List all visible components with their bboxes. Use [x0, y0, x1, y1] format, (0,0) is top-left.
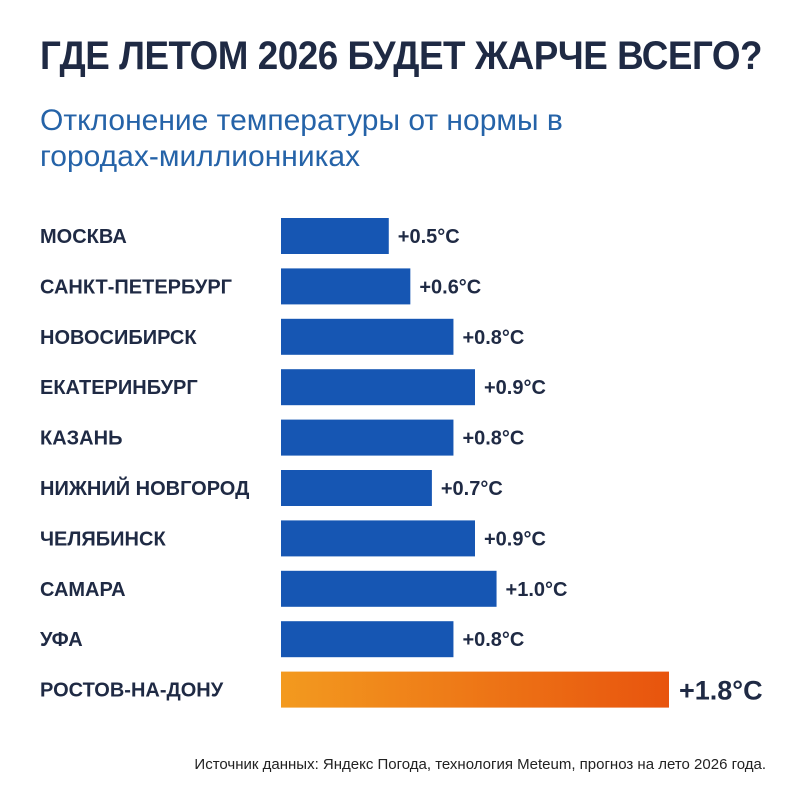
bar — [281, 218, 389, 254]
bar — [281, 268, 411, 305]
category-label: САМАРА — [40, 579, 126, 601]
value-label: +0.8°C — [462, 629, 524, 651]
bar — [281, 570, 497, 607]
category-label: НОВОСИБИРСК — [40, 327, 197, 349]
value-label: +0.9°C — [484, 377, 546, 399]
source-note: Источник данных: Яндекс Погода, технолог… — [194, 756, 766, 773]
category-label: САНКТ-ПЕТЕРБУРГ — [40, 276, 232, 298]
value-label: +1.0°C — [506, 579, 568, 601]
category-label: МОСКВА — [40, 226, 127, 248]
bar — [281, 470, 432, 506]
bar — [281, 520, 475, 557]
value-label: +0.9°C — [484, 528, 546, 550]
value-label: +0.8°C — [462, 327, 524, 349]
highlight-bar — [281, 671, 669, 708]
value-label: +0.6°C — [419, 276, 481, 298]
category-label: КАЗАНЬ — [40, 428, 122, 450]
category-label: НИЖНИЙ НОВГОРОД — [40, 476, 249, 500]
value-label: +1.8°C — [679, 676, 763, 706]
bar — [281, 369, 475, 406]
category-label: РОСТОВ-НА-ДОНУ — [40, 680, 224, 702]
bar — [281, 621, 454, 658]
category-label: УФА — [40, 629, 83, 651]
category-label: ЧЕЛЯБИНСК — [40, 528, 166, 550]
value-label: +0.8°C — [462, 428, 524, 450]
chart-subtitle: Отклонение температуры от нормы в города… — [40, 104, 563, 173]
value-label: +0.7°C — [441, 478, 503, 500]
bar — [281, 318, 454, 355]
bar — [281, 419, 454, 456]
value-label: +0.5°C — [398, 226, 460, 248]
bars-group: МОСКВА +0.5°C САНКТ-ПЕТЕРБУРГ +0.6°C НОВОСИБ… — [40, 218, 763, 708]
chart-title: ГДЕ ЛЕТОМ 2026 БУДЕТ ЖАРЧЕ ВСЕГО? — [40, 34, 763, 78]
category-label: ЕКАТЕРИНБУРГ — [40, 377, 198, 399]
